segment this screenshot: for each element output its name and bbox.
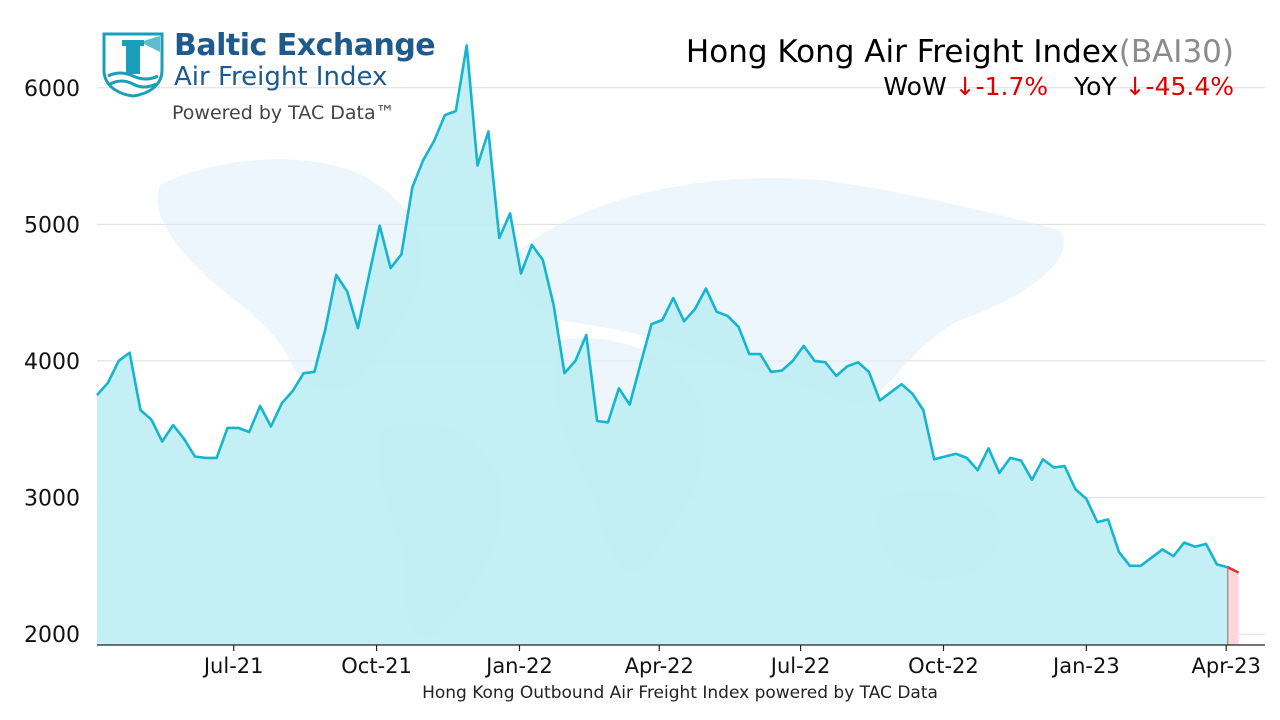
change-summary: WoW ↓-1.7% YoY ↓-45.4% bbox=[686, 72, 1234, 101]
series-line bbox=[96, 44, 1229, 569]
wow-value: ↓-1.7% bbox=[954, 72, 1049, 101]
yoy-label: YoY bbox=[1074, 72, 1117, 101]
x-tick-label: Jul-21 bbox=[202, 654, 264, 678]
x-tick-label: Oct-21 bbox=[341, 654, 412, 678]
chart-title-text: Hong Kong Air Freight Index bbox=[685, 34, 1119, 70]
index-code: (BAI30) bbox=[1118, 34, 1234, 70]
last-change-line bbox=[1227, 565, 1240, 574]
lighthouse-icon bbox=[102, 32, 164, 98]
x-tick-label: Jan-22 bbox=[484, 654, 553, 678]
y-tick-label: 6000 bbox=[24, 77, 80, 102]
area-fill bbox=[97, 45, 1228, 645]
last-change-fill bbox=[1227, 567, 1239, 645]
y-tick-label: 5000 bbox=[24, 213, 80, 238]
logo-title: Baltic Exchange bbox=[174, 28, 436, 63]
chart-title: Hong Kong Air Freight Index(BAI30) bbox=[686, 34, 1234, 70]
chart-header: Hong Kong Air Freight Index(BAI30) WoW ↓… bbox=[686, 34, 1234, 101]
x-axis-caption: Hong Kong Outbound Air Freight Index pow… bbox=[422, 683, 938, 703]
y-tick-label: 3000 bbox=[24, 487, 80, 512]
x-tick-label: Jan-23 bbox=[1051, 654, 1120, 678]
wow-label: WoW bbox=[883, 72, 947, 101]
x-tick-label: Oct-22 bbox=[908, 654, 979, 678]
x-tick-label: Apr-22 bbox=[625, 654, 694, 678]
logo: Baltic Exchange Air Freight Index Powere… bbox=[100, 28, 436, 128]
logo-subtitle: Air Freight Index bbox=[174, 62, 388, 92]
x-axis-ticks: Jul-21 Oct-21 Jan-22 Apr-22 Jul-22 Oct-22 Jan-… bbox=[202, 645, 1261, 678]
yoy-value: ↓-45.4% bbox=[1124, 72, 1234, 101]
y-axis-ticks: 2000 3000 4000 5000 6000 bbox=[24, 77, 80, 648]
y-tick-label: 4000 bbox=[24, 350, 80, 375]
y-tick-label: 2000 bbox=[24, 623, 80, 648]
logo-tagline: Powered by TAC Data™ bbox=[172, 102, 395, 124]
x-tick-label: Jul-22 bbox=[769, 654, 831, 678]
x-tick-label: Apr-23 bbox=[1192, 654, 1261, 678]
